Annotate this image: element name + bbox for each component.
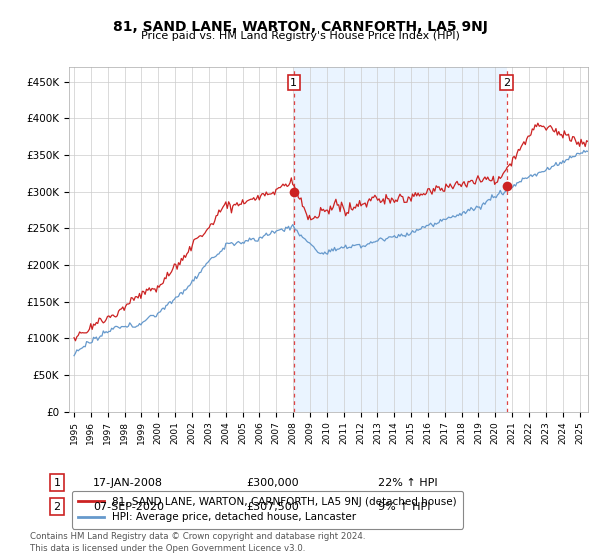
Text: Contains HM Land Registry data © Crown copyright and database right 2024.
This d: Contains HM Land Registry data © Crown c… xyxy=(30,533,365,553)
Text: 2: 2 xyxy=(503,78,511,88)
Text: 07-SEP-2020: 07-SEP-2020 xyxy=(93,502,164,512)
Bar xyxy=(294,67,507,412)
Text: 1: 1 xyxy=(53,478,61,488)
Text: 9% ↑ HPI: 9% ↑ HPI xyxy=(378,502,431,512)
Legend: 81, SAND LANE, WARTON, CARNFORTH, LA5 9NJ (detached house), HPI: Average price, : 81, SAND LANE, WARTON, CARNFORTH, LA5 9N… xyxy=(71,491,463,529)
Text: 81, SAND LANE, WARTON, CARNFORTH, LA5 9NJ: 81, SAND LANE, WARTON, CARNFORTH, LA5 9N… xyxy=(113,20,487,34)
Text: Price paid vs. HM Land Registry's House Price Index (HPI): Price paid vs. HM Land Registry's House … xyxy=(140,31,460,41)
Text: £300,000: £300,000 xyxy=(246,478,299,488)
Text: 17-JAN-2008: 17-JAN-2008 xyxy=(93,478,163,488)
Text: £307,500: £307,500 xyxy=(246,502,299,512)
Text: 2: 2 xyxy=(53,502,61,512)
Text: 1: 1 xyxy=(290,78,297,88)
Text: 22% ↑ HPI: 22% ↑ HPI xyxy=(378,478,437,488)
